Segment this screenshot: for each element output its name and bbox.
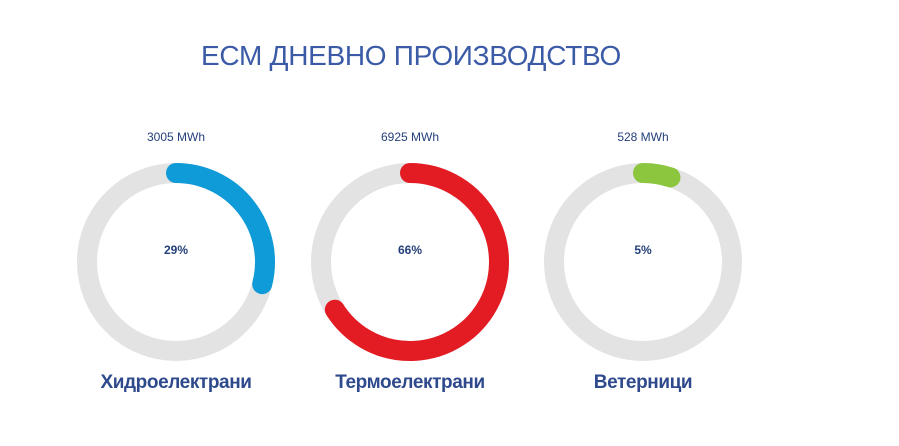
donut-hydro: 3005 MWh 29% Хидроелектрани	[66, 130, 286, 400]
track-ring-wind	[544, 163, 742, 361]
category-label-hydro: Хидроелектрани	[100, 372, 252, 393]
donut-chart-wind	[544, 163, 742, 361]
donut-wind: 528 MWh 5% Ветерници	[533, 130, 753, 400]
category-label-thermo: Термоелектрани	[335, 372, 485, 393]
arc-thermo	[324, 163, 509, 361]
value-label-thermo: 6925 MWh	[380, 130, 440, 144]
percent-label-hydro: 29%	[163, 243, 189, 257]
arc-wind	[633, 163, 681, 188]
arc-hydro	[166, 163, 275, 295]
donut-thermo: 6925 MWh 66% Термоелектрани	[300, 130, 520, 400]
percent-label-thermo: 66%	[397, 243, 423, 257]
donut-chart-thermo	[311, 163, 509, 361]
value-label-hydro: 3005 MWh	[146, 130, 206, 144]
donut-chart-hydro	[77, 163, 275, 361]
chart-title: ЕСМ ДНЕВНО ПРОИЗВОДСТВО	[201, 40, 621, 71]
category-label-wind: Ветерници	[593, 372, 693, 393]
percent-label-wind: 5%	[634, 243, 652, 257]
value-label-wind: 528 MWh	[617, 130, 669, 144]
